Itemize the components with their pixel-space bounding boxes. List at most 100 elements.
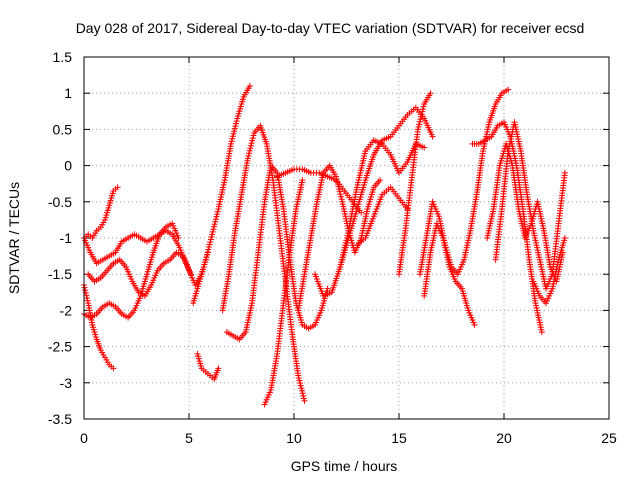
data-point — [229, 133, 236, 140]
series-track-1 — [81, 184, 121, 241]
y-tick-label: -2.5 — [48, 339, 72, 355]
data-point — [206, 241, 213, 248]
data-point — [84, 297, 91, 304]
data-point — [212, 216, 219, 223]
series-track-18 — [421, 220, 478, 328]
data-point — [228, 138, 235, 145]
data-point — [250, 132, 257, 139]
data-point — [427, 90, 434, 97]
data-point — [295, 372, 302, 379]
data-point — [298, 387, 305, 394]
series-track-22 — [530, 235, 568, 307]
data-point — [418, 111, 425, 118]
data-point — [249, 137, 256, 144]
data-point — [505, 86, 512, 93]
data-point — [247, 142, 254, 149]
data-point — [230, 130, 237, 137]
data-point — [417, 116, 424, 123]
data-point — [335, 183, 342, 190]
y-tick-label: -3 — [60, 375, 73, 391]
data-point — [81, 284, 88, 291]
data-point — [209, 231, 216, 238]
data-point — [245, 152, 252, 159]
data-point — [419, 108, 426, 115]
data-point — [232, 123, 239, 130]
data-point — [414, 126, 421, 133]
axis-ticks: 0 5 10 15 20 25 -3.5 -3 -2.5 -2 -1.5 -1 -0.5 0 0.5 1 1.5 — [48, 49, 617, 446]
data-point — [301, 397, 308, 404]
x-tick-label: 5 — [185, 430, 193, 446]
data-point — [421, 144, 428, 151]
data-point — [416, 118, 423, 125]
data-point — [297, 382, 304, 389]
data-point — [561, 169, 568, 176]
data-point — [211, 221, 218, 228]
data-point — [296, 377, 303, 384]
data-point — [114, 184, 121, 191]
series-track-8 — [219, 122, 308, 404]
data-point — [246, 147, 253, 154]
y-tick-label: -1 — [60, 230, 73, 246]
data-point — [336, 186, 343, 193]
data-point — [82, 287, 89, 294]
series-track-21 — [492, 119, 568, 292]
data-point — [205, 246, 212, 253]
data-point — [333, 173, 339, 180]
data-point — [246, 82, 253, 89]
chart-title: Day 028 of 2017, Sidereal Day-to-day VTE… — [76, 20, 585, 36]
data-point — [210, 223, 217, 230]
series-track-19 — [469, 119, 545, 336]
data-point — [247, 145, 254, 152]
data-point — [204, 251, 211, 258]
x-tick-label: 20 — [496, 430, 512, 446]
data-point — [207, 238, 214, 245]
series-track-2 — [81, 282, 117, 372]
data-point — [298, 385, 305, 392]
data-point — [233, 120, 240, 127]
data-point — [209, 228, 216, 235]
data-point — [415, 123, 422, 130]
data-point — [246, 150, 253, 157]
data-point — [471, 321, 478, 328]
data-point — [215, 365, 222, 372]
data-point — [248, 140, 255, 147]
data-point — [416, 121, 423, 128]
x-tick-label: 10 — [286, 430, 302, 446]
y-tick-label: -0.5 — [48, 194, 72, 210]
series-track-3 — [81, 227, 195, 278]
data-point — [175, 235, 182, 241]
data-point — [214, 211, 221, 218]
data-point — [214, 208, 221, 215]
data-point — [419, 106, 426, 113]
series-track-6 — [190, 82, 253, 307]
data-point — [299, 390, 306, 397]
series-track-16 — [396, 90, 434, 278]
y-tick-label: 1 — [64, 85, 72, 101]
data-point — [231, 128, 238, 135]
data-point — [233, 118, 240, 125]
y-tick-label: 1.5 — [53, 49, 73, 65]
x-tick-label: 0 — [80, 430, 88, 446]
data-point — [295, 375, 302, 382]
plot-frame — [83, 56, 610, 420]
data-point — [377, 177, 384, 184]
data-point — [429, 133, 436, 140]
x-tick-label: 15 — [391, 430, 407, 446]
y-tick-label: 0 — [64, 158, 72, 174]
y-axis-label: SDTVAR / TECUs — [6, 182, 22, 294]
series-track-10 — [261, 177, 306, 408]
data-point — [300, 395, 307, 402]
series-track-7 — [194, 350, 222, 383]
data-point — [418, 113, 425, 120]
data-point — [338, 193, 345, 200]
data-point — [249, 135, 256, 142]
data-point — [110, 365, 117, 372]
data-point — [204, 249, 211, 256]
data-point — [213, 213, 220, 220]
data-point — [338, 196, 345, 203]
data-point — [210, 226, 217, 233]
data-point — [208, 233, 215, 240]
data-point — [538, 329, 545, 336]
data-point — [337, 191, 344, 198]
